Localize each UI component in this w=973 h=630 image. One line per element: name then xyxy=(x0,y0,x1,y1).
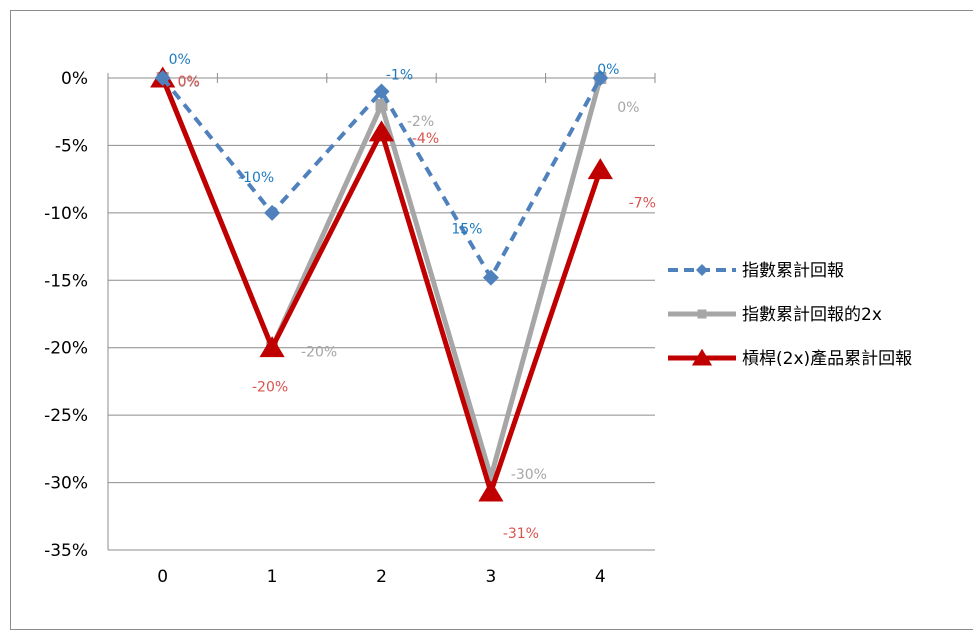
line-chart: 0% -5% -10% -15% -20% -25% -30% -35% 0 1 2 3 4 0% -10… xyxy=(44,52,912,587)
x-tick-label: 0 xyxy=(157,567,168,587)
data-label: 0% xyxy=(178,75,200,91)
diamond-marker xyxy=(154,70,171,86)
y-tick-label: -5% xyxy=(55,136,88,156)
diamond-marker xyxy=(482,269,499,286)
y-tick-label: -10% xyxy=(44,204,88,224)
x-tick-label: 2 xyxy=(376,567,387,587)
triangle-marker xyxy=(587,158,613,180)
y-tick-label: -30% xyxy=(44,474,88,494)
triangle-marker xyxy=(368,120,395,142)
data-label: 0% xyxy=(178,74,200,90)
data-label: -2% xyxy=(407,114,434,130)
data-label: -7% xyxy=(629,196,656,212)
triangle-marker xyxy=(478,480,504,502)
x-tick-label: 4 xyxy=(595,567,606,587)
axes: 0% -5% -10% -15% -20% -25% -30% -35% 0 1 2 3 4 xyxy=(44,69,656,587)
y-tick-label: -25% xyxy=(44,406,88,426)
data-label: -4% xyxy=(412,131,439,147)
y-tick-label: -20% xyxy=(44,339,88,359)
data-label: 0% xyxy=(597,62,619,78)
data-label: -30% xyxy=(511,467,547,483)
series xyxy=(150,66,613,502)
x-tick-label: 3 xyxy=(485,567,496,587)
x-tick-label: 1 xyxy=(267,567,278,587)
y-tick-label: -35% xyxy=(44,541,88,561)
gridlines xyxy=(108,77,655,551)
diamond-marker xyxy=(592,70,609,86)
y-tick-label: 0% xyxy=(61,69,88,89)
legend-label: 指數累計回報的2x xyxy=(742,305,882,325)
diamond-marker xyxy=(373,83,390,100)
data-label: -31% xyxy=(503,526,539,542)
chart-frame xyxy=(10,10,973,630)
data-label: -20% xyxy=(301,345,337,361)
data-label: -10% xyxy=(238,170,274,186)
y-tick-label: -15% xyxy=(44,271,88,291)
data-label: -20% xyxy=(252,380,288,396)
data-label: -1% xyxy=(386,67,413,83)
data-labels: 0%-10%-1%15%0%0%-20%-2%-30%0%0%-20%-4%-3… xyxy=(169,52,656,542)
legend-label: 指數累計回報 xyxy=(742,261,844,281)
data-label: 0% xyxy=(169,52,191,68)
triangle-marker xyxy=(691,348,713,366)
triangle-marker xyxy=(259,336,285,358)
square-marker xyxy=(697,309,707,319)
data-label: 15% xyxy=(451,222,482,238)
square-marker xyxy=(375,98,388,111)
legend-label: 槓桿(2x)產品累計回報 xyxy=(742,349,912,369)
data-label: 0% xyxy=(617,100,639,116)
diamond-marker xyxy=(696,264,708,276)
diamond-marker xyxy=(264,204,281,221)
